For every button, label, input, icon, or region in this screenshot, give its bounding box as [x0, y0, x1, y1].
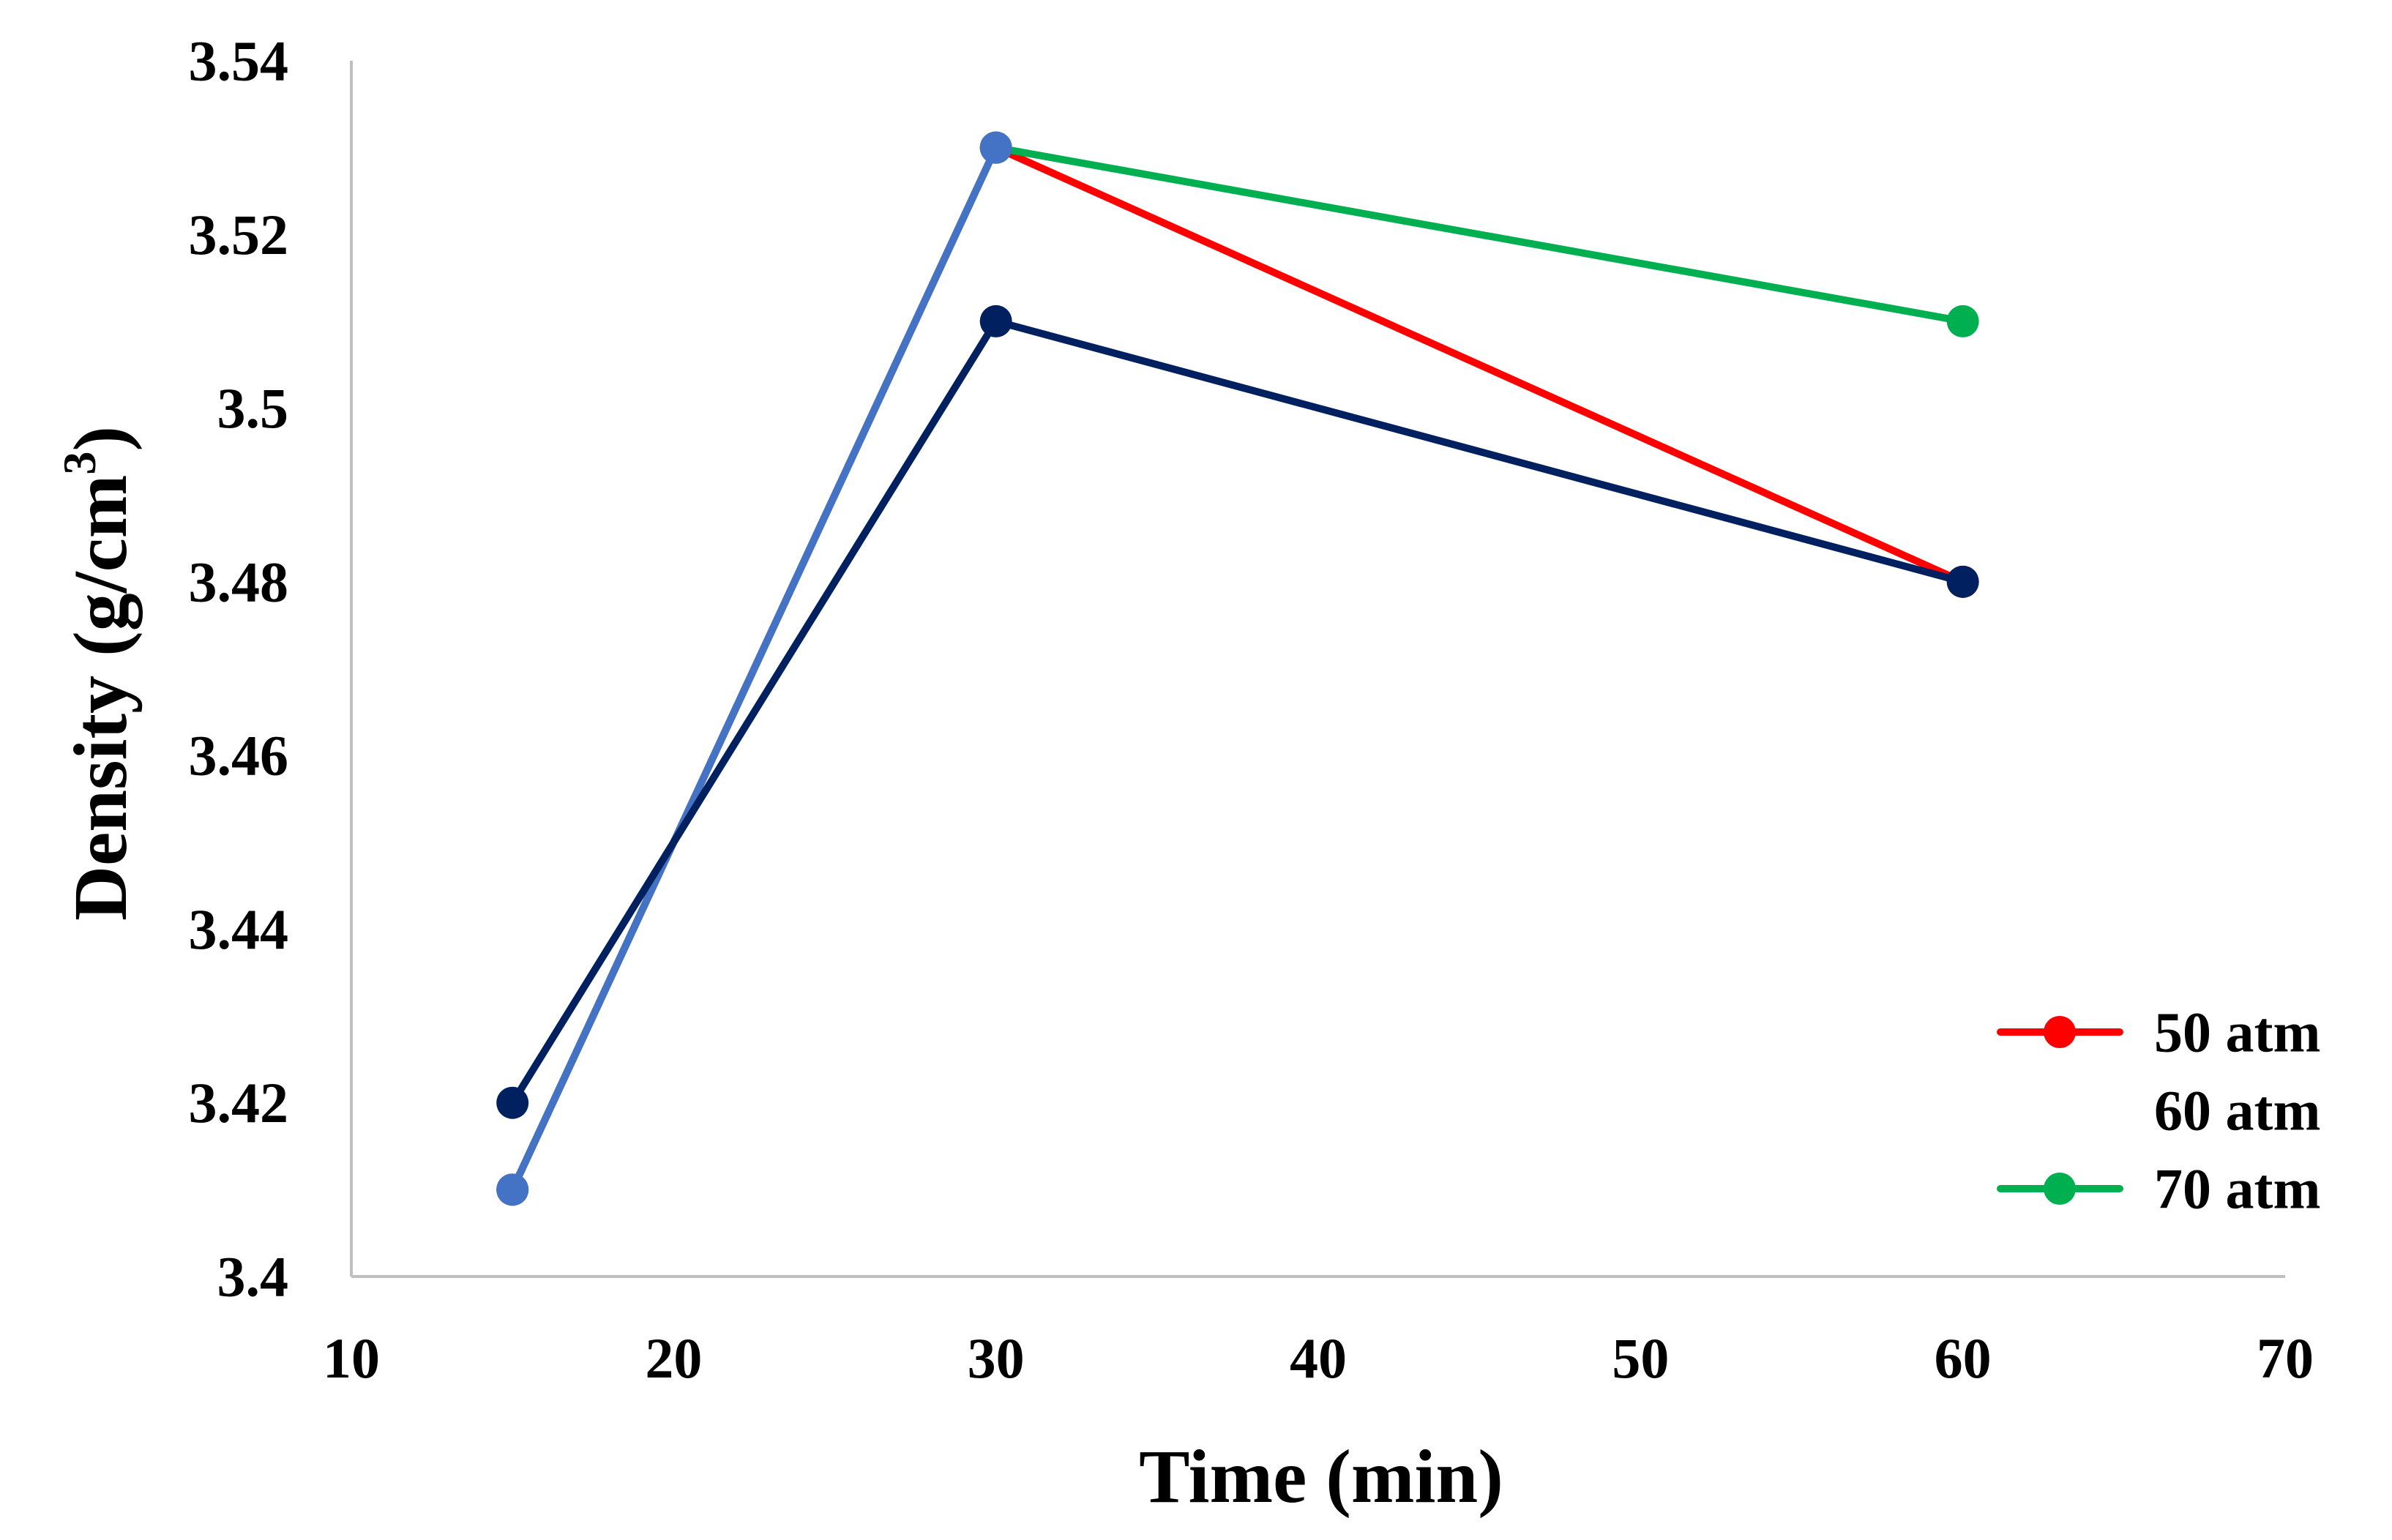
series-60-atm [496, 131, 1979, 1206]
legend-label: 70 atm [2154, 1157, 2320, 1221]
y-tick-label: 3.4 [217, 1245, 289, 1309]
legend-item: 60 atm [2154, 1079, 2320, 1143]
data-point [979, 304, 1012, 337]
data-point [496, 1086, 529, 1119]
series-unnamed-3 [496, 304, 1979, 1119]
legend-item: 50 atm [1997, 1001, 2320, 1064]
x-tick-label: 10 [323, 1326, 380, 1390]
data-point [1946, 304, 1979, 337]
x-tick-label: 40 [1290, 1326, 1347, 1390]
y-tick-labels: 3.4 3.42 3.44 3.46 3.48 3.5 3.52 3.54 [189, 29, 289, 1309]
series-line [509, 143, 1000, 1194]
y-tick-label: 3.5 [217, 376, 289, 440]
legend-label: 50 atm [2154, 1001, 2320, 1064]
x-axis-title: Time (min) [1139, 1435, 1503, 1519]
data-point [979, 131, 1012, 164]
x-tick-label: 60 [1935, 1326, 1992, 1390]
y-tick-label: 3.48 [189, 550, 289, 613]
y-tick-label: 3.54 [189, 29, 289, 93]
series-70-atm [496, 131, 1012, 1206]
series-line [509, 143, 1967, 1194]
legend-label: 60 atm [2154, 1079, 2320, 1143]
x-tick-label: 30 [968, 1326, 1025, 1390]
y-tick-label: 3.42 [189, 1071, 289, 1135]
x-tick-label: 70 [2257, 1326, 2314, 1390]
series-50-atm [496, 131, 1979, 1206]
y-axis-title-superscript: 3 [53, 452, 105, 475]
series-layer [496, 131, 1979, 1206]
x-tick-label: 20 [645, 1326, 702, 1390]
y-axis-title: Density (g/cm3) [53, 426, 143, 921]
x-tick-labels: 10 20 30 40 50 60 70 [323, 1326, 2314, 1390]
legend-item: 70 atm [1997, 1157, 2320, 1221]
y-tick-label: 3.44 [189, 897, 289, 961]
x-tick-label: 50 [1612, 1326, 1669, 1390]
series-line [509, 143, 1967, 1194]
data-point [1946, 565, 1979, 598]
legend-marker [2044, 1173, 2076, 1205]
y-tick-label: 3.46 [189, 724, 289, 788]
y-axis-title-close: ) [59, 426, 143, 452]
axes [350, 61, 2285, 1278]
legend-marker [2044, 1016, 2076, 1048]
y-axis-title-main: Density (g/cm [59, 475, 143, 921]
y-tick-label: 3.52 [189, 203, 289, 266]
legend: 50 atm 60 atm 70 atm [1997, 1001, 2320, 1221]
data-point [496, 1173, 529, 1206]
